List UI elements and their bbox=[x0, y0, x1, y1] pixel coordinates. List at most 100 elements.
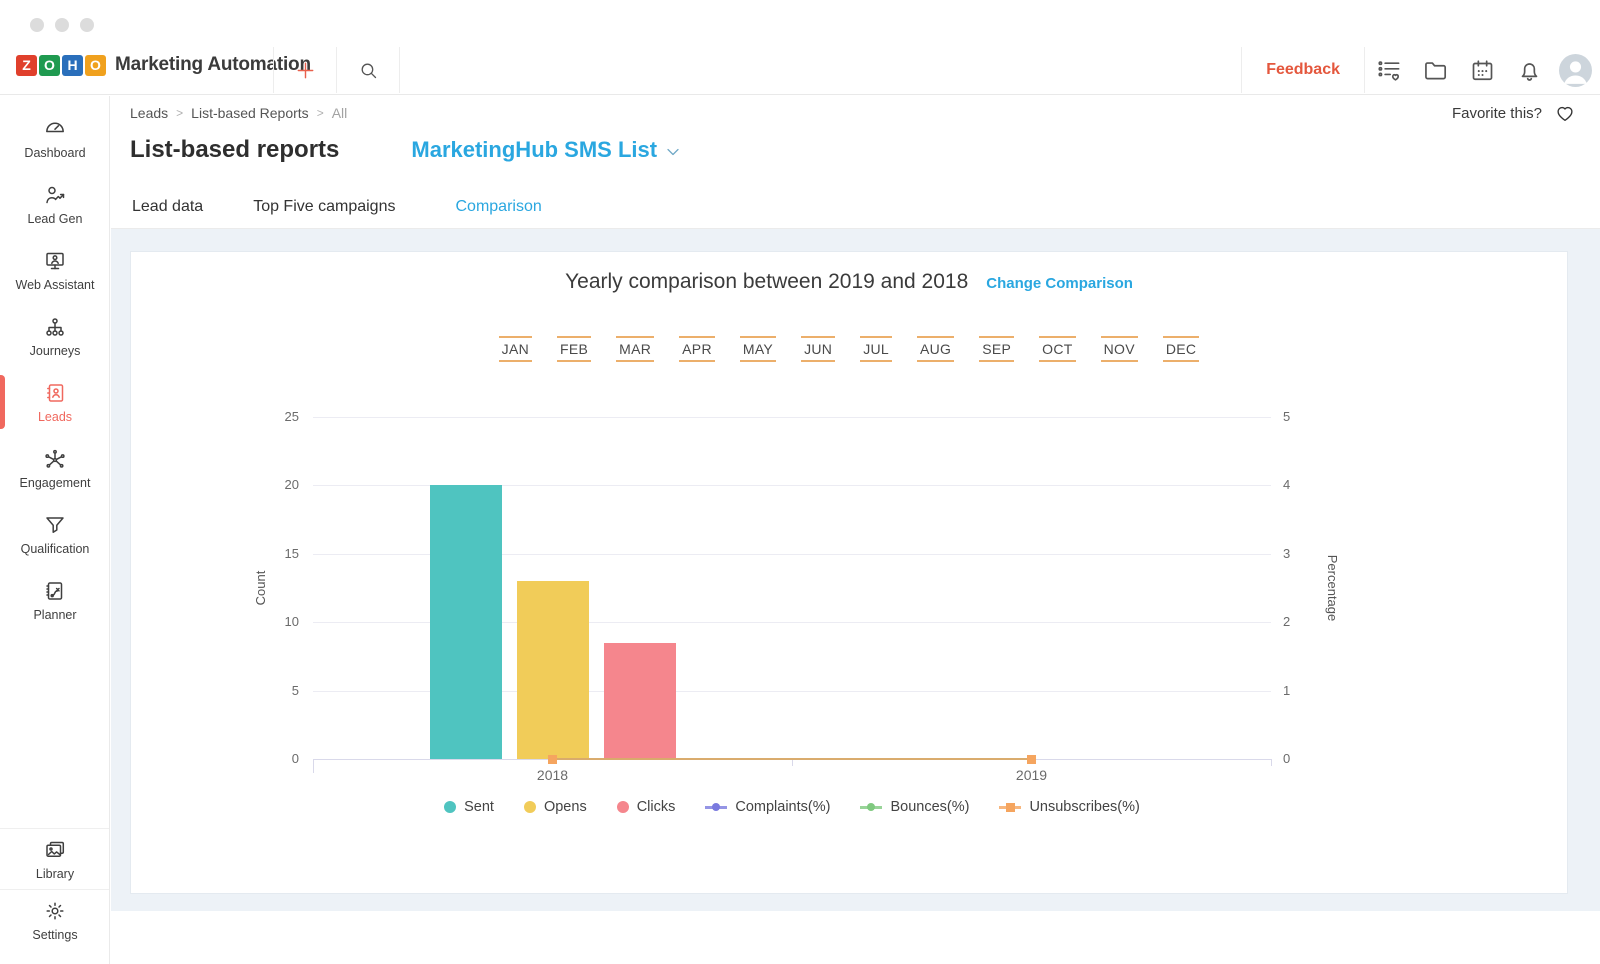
breadcrumb-item[interactable]: Leads bbox=[130, 105, 169, 121]
month-button-apr[interactable]: APR bbox=[679, 336, 715, 362]
month-button-nov[interactable]: NOV bbox=[1100, 336, 1138, 362]
list-selector-value: MarketingHub SMS List bbox=[411, 137, 658, 162]
right-axis-tick-label: 2 bbox=[1283, 614, 1291, 630]
left-axis-tick-label: 10 bbox=[284, 614, 299, 630]
sidebar-item-label: Journeys bbox=[29, 343, 81, 358]
divider bbox=[399, 47, 400, 93]
zoho-logo-tile: Z bbox=[16, 54, 37, 76]
page-title: List-based reports bbox=[130, 136, 340, 163]
main-content: Leads > List-based Reports > All Favorite th… bbox=[111, 96, 1600, 964]
sidebar-item-settings[interactable]: Settings bbox=[0, 890, 110, 950]
notifications-bell-button[interactable] bbox=[1506, 46, 1553, 94]
favorite-heart-icon[interactable] bbox=[1554, 102, 1576, 124]
change-comparison-link[interactable]: Change Comparison bbox=[986, 275, 1133, 292]
legend-item-clicks[interactable]: Clicks bbox=[616, 799, 675, 815]
left-axis-tick-label: 20 bbox=[284, 477, 299, 493]
sidebar-item-qualification[interactable]: Qualification bbox=[0, 501, 110, 567]
sidebar: Dashboard Lead Gen Web Assistant Journeys Le… bbox=[0, 96, 110, 964]
bar-clicks-2018[interactable] bbox=[603, 642, 676, 759]
x-axis-tick bbox=[1271, 759, 1272, 766]
breadcrumb-item[interactable]: List-based Reports bbox=[191, 105, 309, 121]
marker-unsubscribes(%)-2019[interactable] bbox=[1027, 754, 1036, 764]
chart-legend: Sent Opens Clicks Complaints(%) Bounces(%) Un… bbox=[313, 799, 1271, 815]
web-assistant-icon bbox=[43, 249, 67, 273]
sidebar-item-dashboard[interactable]: Dashboard bbox=[0, 105, 110, 171]
x-axis-tick bbox=[792, 759, 793, 766]
legend-item-opens[interactable]: Opens bbox=[523, 799, 587, 815]
window-controls[interactable] bbox=[30, 18, 94, 32]
right-axis-title: Percentage bbox=[1324, 554, 1340, 622]
legend-item-sent[interactable]: Sent bbox=[444, 799, 494, 815]
engagement-icon bbox=[43, 447, 67, 471]
month-button-aug[interactable]: AUG bbox=[916, 336, 955, 362]
plus-icon bbox=[297, 62, 313, 78]
tab-comparison[interactable]: Comparison bbox=[443, 192, 554, 233]
legend-item-complaints[interactable]: Complaints(%) bbox=[705, 799, 830, 815]
month-button-jan[interactable]: JAN bbox=[498, 336, 533, 362]
month-button-oct[interactable]: OCT bbox=[1039, 336, 1076, 362]
create-new-button[interactable] bbox=[274, 46, 336, 94]
gridline bbox=[313, 485, 1271, 487]
sidebar-divider bbox=[0, 889, 109, 890]
calendar-button[interactable] bbox=[1459, 46, 1506, 94]
user-avatar[interactable] bbox=[1559, 53, 1592, 87]
month-button-jul[interactable]: JUL bbox=[860, 336, 892, 362]
window-dot[interactable] bbox=[55, 18, 69, 32]
month-button-mar[interactable]: MAR bbox=[616, 336, 655, 362]
planner-icon bbox=[43, 579, 67, 603]
sidebar-divider bbox=[0, 828, 109, 829]
gridline bbox=[313, 622, 1271, 624]
month-button-sep[interactable]: SEP bbox=[979, 336, 1015, 362]
favorite-this: Favorite this? bbox=[1452, 102, 1576, 124]
folder-button[interactable] bbox=[1412, 46, 1459, 94]
window-dot[interactable] bbox=[30, 18, 44, 32]
line-unsubscribes(%)[interactable] bbox=[552, 758, 1032, 760]
sidebar-item-journeys[interactable]: Journeys bbox=[0, 303, 110, 369]
content-panel: Yearly comparison between 2019 and 2018 … bbox=[111, 229, 1600, 911]
category-label-2018: 2018 bbox=[536, 767, 569, 783]
gridline bbox=[313, 690, 1271, 692]
app-title: Marketing Automation bbox=[115, 54, 311, 75]
bar-sent-2018[interactable] bbox=[429, 485, 502, 759]
sidebar-item-planner[interactable]: Planner bbox=[0, 567, 110, 633]
month-button-feb[interactable]: FEB bbox=[557, 336, 592, 362]
sidebar-item-lead-gen[interactable]: Lead Gen bbox=[0, 171, 110, 237]
journeys-icon bbox=[43, 315, 67, 339]
library-icon bbox=[43, 838, 67, 862]
chevron-down-icon bbox=[663, 142, 683, 162]
tab-top-five-campaigns[interactable]: Top Five campaigns bbox=[251, 192, 397, 233]
legend-item-bounces[interactable]: Bounces(%) bbox=[860, 799, 969, 815]
legend-dot bbox=[444, 801, 457, 813]
sidebar-item-engagement[interactable]: Engagement bbox=[0, 435, 110, 501]
search-button[interactable] bbox=[337, 46, 399, 94]
zoho-logo-tile: H bbox=[62, 54, 83, 76]
month-filter-row: JAN FEB MAR APR MAY JUN JUL AUG SEP OCT NOV DEC bbox=[131, 336, 1567, 362]
sidebar-item-label: Dashboard bbox=[24, 145, 86, 160]
month-button-may[interactable]: MAY bbox=[739, 336, 777, 362]
category-label-2019: 2019 bbox=[1015, 767, 1048, 783]
marker-unsubscribes(%)-2018[interactable] bbox=[548, 754, 557, 764]
tab-bar-border bbox=[111, 228, 1600, 229]
sidebar-item-label: Settings bbox=[32, 927, 78, 942]
feedback-button[interactable]: Feedback bbox=[1242, 61, 1364, 79]
x-axis-tick bbox=[313, 759, 314, 773]
month-button-jun[interactable]: JUN bbox=[801, 336, 836, 362]
list-selector-dropdown[interactable]: MarketingHub SMS List bbox=[411, 137, 683, 163]
reports-list-button[interactable] bbox=[1365, 46, 1412, 94]
window-dot[interactable] bbox=[80, 18, 94, 32]
legend-label: Unsubscribes(%) bbox=[1029, 799, 1140, 815]
favorite-label: Favorite this? bbox=[1451, 104, 1542, 122]
sidebar-item-library[interactable]: Library bbox=[0, 829, 110, 889]
bar-opens-2018[interactable] bbox=[516, 581, 589, 759]
sidebar-item-leads[interactable]: Leads bbox=[0, 369, 110, 435]
sidebar-item-web-assistant[interactable]: Web Assistant bbox=[0, 237, 110, 303]
month-button-dec[interactable]: DEC bbox=[1162, 336, 1200, 362]
tab-lead-data[interactable]: Lead data bbox=[130, 192, 205, 233]
legend-item-unsubscribes[interactable]: Unsubscribes(%) bbox=[999, 799, 1140, 815]
legend-label: Opens bbox=[543, 799, 587, 815]
right-axis-tick-label: 5 bbox=[1283, 409, 1291, 424]
zoho-logo-tile: O bbox=[39, 54, 60, 76]
sidebar-item-label: Web Assistant bbox=[15, 277, 95, 292]
